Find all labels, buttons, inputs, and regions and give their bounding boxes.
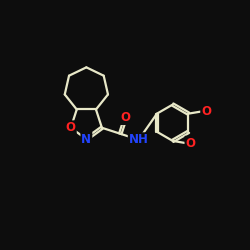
Text: NH: NH [129,133,148,146]
Text: O: O [186,137,196,150]
Text: O: O [120,111,130,124]
Text: O: O [201,105,211,118]
Text: O: O [66,121,76,134]
Text: N: N [81,132,91,145]
